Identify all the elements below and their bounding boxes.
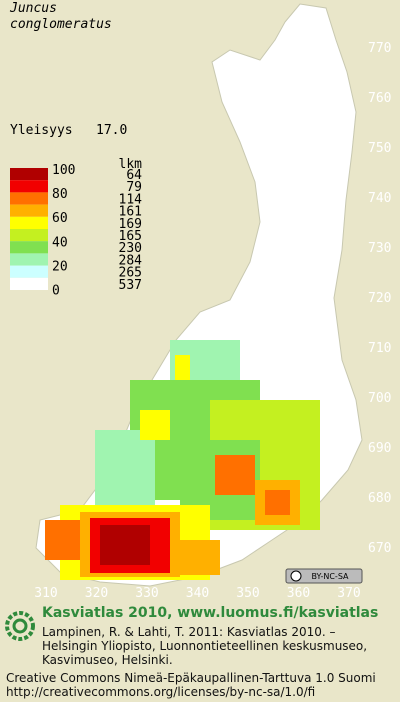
logo — [5, 611, 35, 641]
license-badge: BY-NC-SA — [285, 568, 363, 584]
license-badge-text: BY-NC-SA — [311, 572, 349, 581]
species-name: Juncus — [9, 1, 57, 16]
northing-label: 760 — [368, 91, 391, 106]
legend-count: 64 — [126, 168, 142, 183]
easting-label: 370 — [337, 586, 360, 601]
legend-count: 537 — [119, 278, 142, 293]
legend-title: lkm — [119, 157, 143, 172]
citation-line: Lampinen, R. & Lahti, T. 2011: Kasviatla… — [42, 625, 336, 639]
citation-line: Helsingin Yliopisto, Luonnontieteellinen… — [42, 639, 367, 653]
legend-count: 265 — [119, 266, 142, 281]
occurrence-cells — [45, 340, 320, 580]
grid-labels: 770 760 750 740 730 720 710 700 690 680 670 310 320 3… — [34, 41, 391, 601]
easting-label: 310 — [34, 586, 57, 601]
northing-label: 740 — [368, 191, 391, 206]
northing-label: 710 — [368, 341, 391, 356]
legend-swatch — [10, 168, 48, 181]
northing-label: 750 — [368, 141, 391, 156]
legend-swatch — [10, 192, 48, 205]
legend-count: 161 — [119, 205, 142, 220]
legend-count: 79 — [126, 180, 142, 195]
legend-count: 284 — [119, 253, 143, 268]
legend-count: 165 — [119, 229, 142, 244]
easting-label: 350 — [236, 586, 259, 601]
legend-swatch — [10, 241, 48, 254]
footer-heading: Kasviatlas 2010, www.luomus.fi/kasviatla… — [42, 605, 378, 621]
legend-scale-label: 80 — [52, 187, 68, 202]
easting-label: 360 — [287, 586, 310, 601]
legend-scale-label: 60 — [52, 211, 68, 226]
license-line: http://creativecommons.org/licenses/by-n… — [6, 685, 315, 699]
legend-scale-label: 100 — [52, 163, 75, 178]
citation-line: Kasvimuseo, Helsinki. — [42, 653, 173, 667]
legend-swatch — [10, 229, 48, 242]
legend-scale-label: 0 — [52, 284, 60, 299]
northing-label: 730 — [368, 241, 391, 256]
northing-label: 690 — [368, 441, 391, 456]
legend-swatch — [10, 265, 48, 278]
species-name: conglomeratus — [10, 17, 112, 32]
map — [35, 3, 363, 587]
northing-label: 700 — [368, 391, 391, 406]
easting-label: 330 — [135, 586, 158, 601]
northing-label: 680 — [368, 491, 391, 506]
frequency-value: 17.0 — [96, 123, 127, 138]
frequency-label: Yleisyys — [10, 123, 73, 138]
northing-label: 770 — [368, 41, 391, 56]
legend-swatch — [10, 180, 48, 193]
license-line: Creative Commons Nimeä-Epäkaupallinen-Ta… — [6, 671, 376, 685]
legend-swatch — [10, 204, 48, 217]
easting-label: 320 — [85, 586, 108, 601]
legend-swatch — [10, 277, 48, 290]
northing-label: 670 — [368, 541, 391, 556]
legend-scale-label: 40 — [52, 235, 68, 250]
legend-count: 114 — [119, 192, 143, 207]
legend-swatch — [10, 253, 48, 266]
northing-label: 720 — [368, 291, 391, 306]
legend-scale-label: 20 — [52, 259, 68, 274]
legend-count: 169 — [119, 217, 142, 232]
easting-label: 340 — [186, 586, 209, 601]
legend-count: 230 — [119, 241, 142, 256]
legend-swatch — [10, 216, 48, 229]
